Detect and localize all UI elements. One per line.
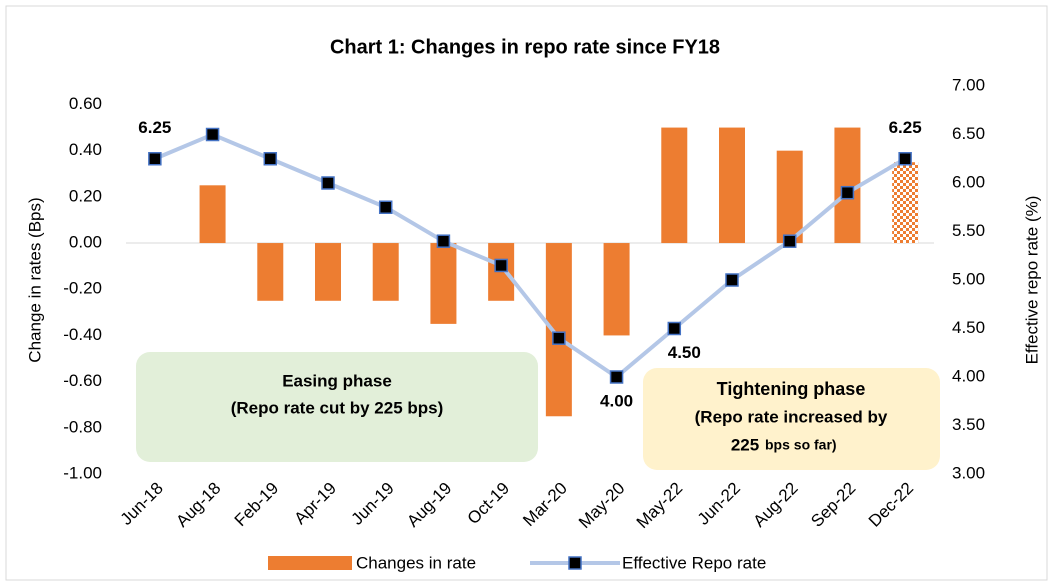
chart-title: Chart 1: Changes in repo rate since FY18 (330, 36, 720, 58)
y2-tick-label: 3.00 (952, 463, 985, 482)
legend-label: Effective Repo rate (622, 553, 766, 572)
y-tick-label: -1.00 (63, 463, 102, 482)
marker (725, 273, 739, 287)
tightening-box (643, 368, 940, 470)
bar (372, 243, 399, 301)
y-tick-label: -0.20 (63, 279, 102, 298)
legend-swatch (568, 556, 582, 570)
y2-tick-label: 4.00 (952, 366, 985, 385)
y-tick-label: 0.20 (69, 186, 102, 205)
data-label: 4.50 (668, 343, 701, 362)
marker (205, 127, 220, 142)
data-label: 6.25 (138, 118, 171, 137)
marker (148, 152, 162, 166)
legend-label: Changes in rate (356, 553, 476, 572)
y2-tick-label: 4.50 (952, 318, 985, 337)
marker (667, 321, 682, 336)
y2-tick-label: 5.50 (952, 221, 985, 240)
marker (263, 152, 278, 166)
y-tick-label: -0.40 (63, 325, 102, 344)
marker (552, 331, 566, 345)
y2-tick-label: 3.50 (952, 415, 985, 434)
y-tick-label: -0.80 (63, 417, 102, 436)
y-tick-label: 0.40 (69, 140, 102, 159)
y2-tick-label: 7.00 (952, 75, 985, 94)
y2-axis-title: Effective repo rate (%) (1022, 196, 1041, 365)
y2-tick-label: 6.00 (952, 172, 985, 191)
annotation: Tightening phase (717, 379, 866, 399)
y2-tick-label: 5.00 (952, 269, 985, 288)
easing-box (136, 352, 538, 462)
marker (494, 258, 508, 273)
annotation: Easing phase (282, 371, 392, 390)
bar (430, 243, 457, 324)
y-axis-title: Change in rates (Bps) (25, 197, 44, 362)
frame (5, 5, 1048, 581)
y-tick-label: 0.60 (69, 94, 102, 113)
bar (315, 243, 341, 301)
data-label: 6.25 (889, 118, 922, 137)
marker (898, 152, 912, 166)
data-label: 4.00 (600, 391, 633, 410)
annotation: 225 (731, 435, 759, 454)
y-tick-label: -0.60 (63, 371, 102, 390)
marker (609, 370, 624, 384)
bar (199, 185, 226, 244)
bar (661, 127, 688, 244)
y-tick-label: 0.00 (69, 233, 102, 252)
marker (840, 185, 855, 200)
bar (603, 243, 630, 336)
marker (378, 200, 393, 214)
marker (321, 176, 335, 190)
annotation: (Repo rate cut by 225 bps) (231, 398, 444, 417)
legend-swatch (268, 556, 352, 570)
line (154, 132, 907, 380)
annotation: (Repo rate increased by (695, 407, 888, 426)
marker (436, 234, 451, 248)
annotation: bps so far) (765, 437, 837, 453)
bar (776, 150, 803, 244)
bar (719, 127, 745, 244)
bar (257, 243, 284, 301)
y2-tick-label: 6.50 (952, 124, 985, 143)
marker (782, 234, 797, 248)
bar (892, 162, 919, 244)
